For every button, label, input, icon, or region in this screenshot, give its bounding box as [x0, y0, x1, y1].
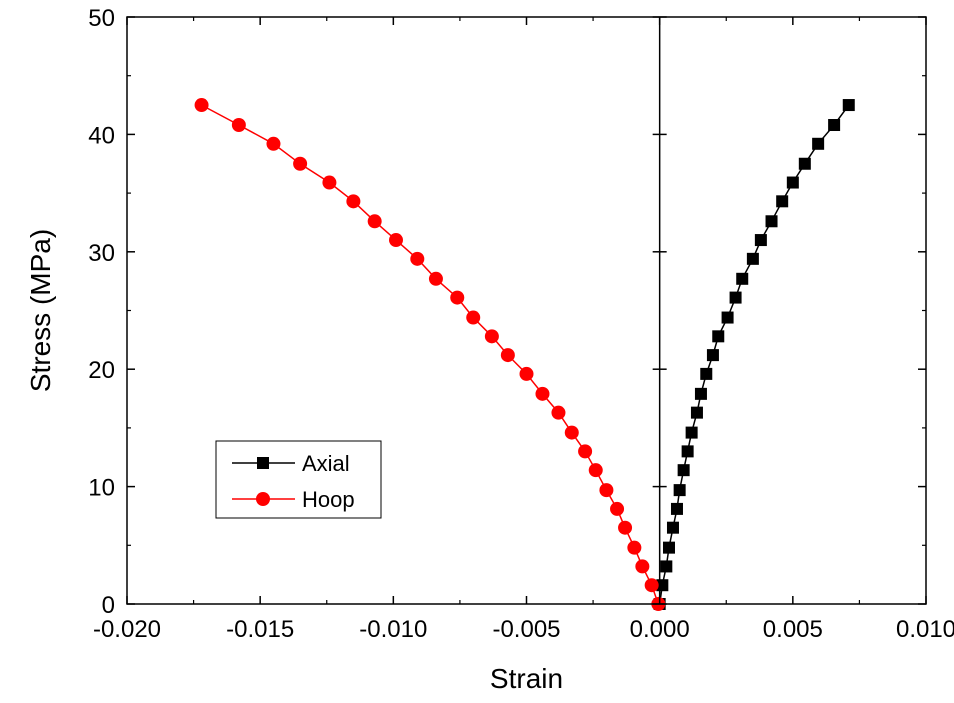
axial-point	[685, 426, 698, 439]
y-axis-title: Stress (MPa)	[25, 229, 56, 392]
hoop-point	[388, 233, 403, 248]
axial-point	[681, 445, 694, 458]
hoop-point	[564, 425, 579, 440]
y-tick-label: 40	[88, 122, 115, 149]
axial-point	[842, 99, 855, 112]
axial-point	[746, 252, 759, 265]
y-tick-label: 0	[102, 592, 115, 619]
axial-point	[786, 176, 799, 189]
axial-point	[721, 311, 734, 324]
hoop-point	[627, 540, 642, 555]
hoop-point	[599, 483, 614, 498]
hoop-point	[466, 310, 481, 325]
hoop-point	[450, 290, 465, 305]
axial-point	[694, 387, 707, 400]
series-layer	[194, 98, 855, 611]
axial-point	[754, 234, 767, 247]
hoop-line	[201, 104, 660, 605]
axial-point	[712, 330, 725, 343]
axial-point	[736, 272, 749, 285]
hoop-point	[322, 175, 337, 190]
series-axial	[653, 99, 855, 610]
x-tick-label: -0.005	[492, 616, 560, 643]
y-tick-label: 30	[88, 240, 115, 267]
x-tick-label: -0.020	[93, 616, 161, 643]
axial-point	[706, 349, 719, 362]
legend-axial-marker	[257, 457, 269, 469]
axial-point	[729, 291, 742, 304]
hoop-point	[535, 386, 550, 401]
axial-point	[662, 541, 675, 554]
axial-point	[660, 560, 673, 573]
hoop-point	[588, 463, 603, 478]
axial-point	[700, 367, 713, 380]
axial-point	[765, 215, 778, 228]
axial-point	[673, 484, 686, 497]
legend: Axial Hoop	[215, 440, 382, 519]
ticks-layer: -0.020 -0.015 -0.010 -0.005 0.000 0.005 0.010 0…	[88, 5, 954, 643]
hoop-point	[519, 366, 534, 381]
legend-axial-label: Axial	[302, 451, 350, 476]
axial-point	[656, 579, 669, 592]
x-axis-title: Strain	[490, 663, 563, 694]
hoop-point	[367, 214, 382, 229]
x-tick-label: 0.000	[630, 616, 690, 643]
axial-point	[666, 521, 679, 534]
axial-line	[658, 104, 850, 605]
axial-point	[677, 464, 690, 477]
hoop-point	[346, 194, 361, 209]
hoop-point	[618, 520, 633, 535]
axial-point	[828, 119, 841, 132]
axial-point	[670, 502, 683, 515]
y-tick-label: 50	[88, 5, 115, 32]
axial-point	[812, 137, 825, 150]
hoop-point	[428, 271, 443, 286]
hoop-point	[293, 156, 308, 171]
series-hoop	[194, 98, 666, 611]
x-tick-label: 0.010	[896, 616, 954, 643]
hoop-point	[410, 251, 425, 266]
y-tick-label: 20	[88, 357, 115, 384]
hoop-point	[635, 559, 650, 574]
y-tick-label: 10	[88, 475, 115, 502]
x-tick-label: 0.005	[763, 616, 823, 643]
hoop-point	[578, 444, 593, 459]
hoop-point	[500, 348, 515, 363]
x-tick-label: -0.010	[359, 616, 427, 643]
hoop-point	[644, 578, 659, 593]
x-tick-label: -0.015	[226, 616, 294, 643]
legend-hoop-label: Hoop	[302, 487, 355, 512]
legend-hoop-marker	[256, 492, 270, 506]
axial-point	[690, 406, 703, 419]
axial-point	[798, 157, 811, 170]
hoop-point	[484, 329, 499, 344]
hoop-point	[551, 405, 566, 420]
hoop-point	[231, 118, 246, 133]
axial-point	[776, 195, 789, 208]
legend-box	[215, 440, 382, 519]
hoop-point	[194, 98, 209, 113]
hoop-point	[266, 136, 281, 151]
hoop-point	[610, 501, 625, 516]
